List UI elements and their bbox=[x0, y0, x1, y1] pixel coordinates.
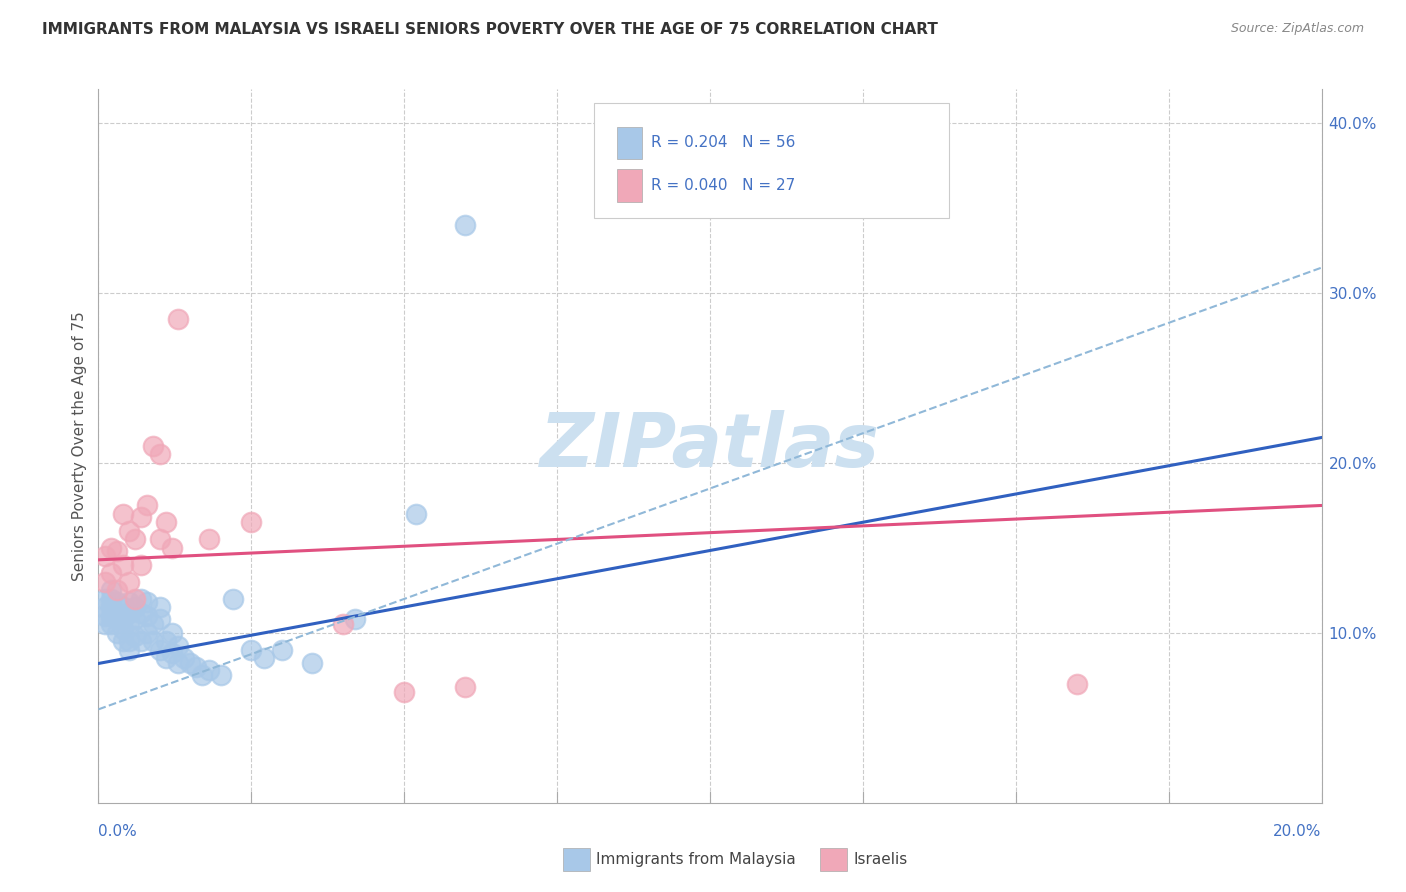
Point bbox=[93, 591, 115, 606]
Point bbox=[118, 595, 141, 609]
Point bbox=[149, 612, 172, 626]
Point bbox=[100, 600, 122, 615]
Point bbox=[129, 558, 152, 572]
Point bbox=[209, 668, 232, 682]
Point bbox=[129, 634, 152, 648]
Point bbox=[179, 657, 201, 671]
Point bbox=[129, 606, 152, 620]
Point bbox=[454, 680, 477, 694]
FancyBboxPatch shape bbox=[593, 103, 949, 218]
Point bbox=[186, 660, 208, 674]
Point bbox=[173, 651, 195, 665]
Point bbox=[392, 685, 416, 699]
Point bbox=[197, 663, 219, 677]
Point bbox=[155, 634, 177, 648]
Point bbox=[252, 651, 274, 665]
Y-axis label: Seniors Poverty Over the Age of 75: Seniors Poverty Over the Age of 75 bbox=[72, 311, 87, 581]
Point bbox=[93, 549, 115, 564]
FancyBboxPatch shape bbox=[564, 847, 591, 871]
Point bbox=[100, 583, 122, 598]
Point bbox=[124, 533, 146, 547]
Point bbox=[149, 448, 172, 462]
Point bbox=[100, 566, 122, 581]
Point bbox=[155, 651, 177, 665]
Text: 0.0%: 0.0% bbox=[98, 824, 138, 839]
Point bbox=[136, 499, 159, 513]
Point bbox=[118, 574, 141, 589]
Point bbox=[129, 591, 152, 606]
Point bbox=[167, 657, 190, 671]
Point bbox=[105, 612, 128, 626]
Point bbox=[100, 591, 122, 606]
Point bbox=[142, 634, 165, 648]
Point bbox=[270, 643, 292, 657]
Point bbox=[93, 574, 115, 589]
Text: IMMIGRANTS FROM MALAYSIA VS ISRAELI SENIORS POVERTY OVER THE AGE OF 75 CORRELATI: IMMIGRANTS FROM MALAYSIA VS ISRAELI SENI… bbox=[42, 22, 938, 37]
Point bbox=[129, 510, 152, 524]
Text: R = 0.204   N = 56: R = 0.204 N = 56 bbox=[651, 136, 796, 150]
Point bbox=[167, 640, 190, 654]
Point bbox=[1066, 677, 1088, 691]
Point bbox=[142, 617, 165, 632]
Point bbox=[160, 541, 183, 555]
Point bbox=[240, 516, 263, 530]
Point bbox=[105, 626, 128, 640]
Point bbox=[191, 668, 214, 682]
Text: R = 0.040   N = 27: R = 0.040 N = 27 bbox=[651, 178, 796, 193]
Point bbox=[100, 541, 122, 555]
Point bbox=[124, 600, 146, 615]
Point bbox=[118, 606, 141, 620]
Text: Source: ZipAtlas.com: Source: ZipAtlas.com bbox=[1230, 22, 1364, 36]
Point bbox=[136, 608, 159, 623]
Point bbox=[118, 524, 141, 538]
Point bbox=[197, 533, 219, 547]
Point bbox=[111, 558, 134, 572]
Point bbox=[332, 617, 354, 632]
FancyBboxPatch shape bbox=[617, 127, 641, 159]
Point bbox=[301, 657, 323, 671]
Point bbox=[124, 629, 146, 643]
Point bbox=[136, 626, 159, 640]
Point bbox=[105, 595, 128, 609]
Point bbox=[111, 634, 134, 648]
Point bbox=[149, 533, 172, 547]
Point bbox=[93, 600, 115, 615]
Point bbox=[167, 311, 190, 326]
Point bbox=[118, 634, 141, 648]
Point bbox=[149, 600, 172, 615]
Text: Israelis: Israelis bbox=[853, 852, 907, 867]
FancyBboxPatch shape bbox=[617, 169, 641, 202]
Point bbox=[105, 606, 128, 620]
Point bbox=[93, 608, 115, 623]
Point bbox=[100, 608, 122, 623]
Point bbox=[111, 600, 134, 615]
Point bbox=[105, 583, 128, 598]
Point bbox=[124, 591, 146, 606]
Point bbox=[111, 507, 134, 521]
Point bbox=[105, 544, 128, 558]
Point bbox=[111, 612, 134, 626]
Point bbox=[344, 612, 367, 626]
Point bbox=[160, 646, 183, 660]
Point bbox=[118, 643, 141, 657]
FancyBboxPatch shape bbox=[820, 847, 846, 871]
Point bbox=[222, 591, 245, 606]
Text: Immigrants from Malaysia: Immigrants from Malaysia bbox=[596, 852, 796, 867]
Point bbox=[240, 643, 263, 657]
Point bbox=[405, 507, 427, 521]
Point bbox=[454, 218, 477, 232]
Point bbox=[100, 617, 122, 632]
Point bbox=[155, 516, 177, 530]
Point bbox=[160, 626, 183, 640]
Point bbox=[93, 617, 115, 632]
Point bbox=[118, 617, 141, 632]
Point bbox=[149, 643, 172, 657]
Text: 20.0%: 20.0% bbox=[1274, 824, 1322, 839]
Point bbox=[136, 595, 159, 609]
Point bbox=[111, 623, 134, 637]
Point bbox=[124, 612, 146, 626]
Text: ZIPatlas: ZIPatlas bbox=[540, 409, 880, 483]
Point bbox=[142, 439, 165, 453]
